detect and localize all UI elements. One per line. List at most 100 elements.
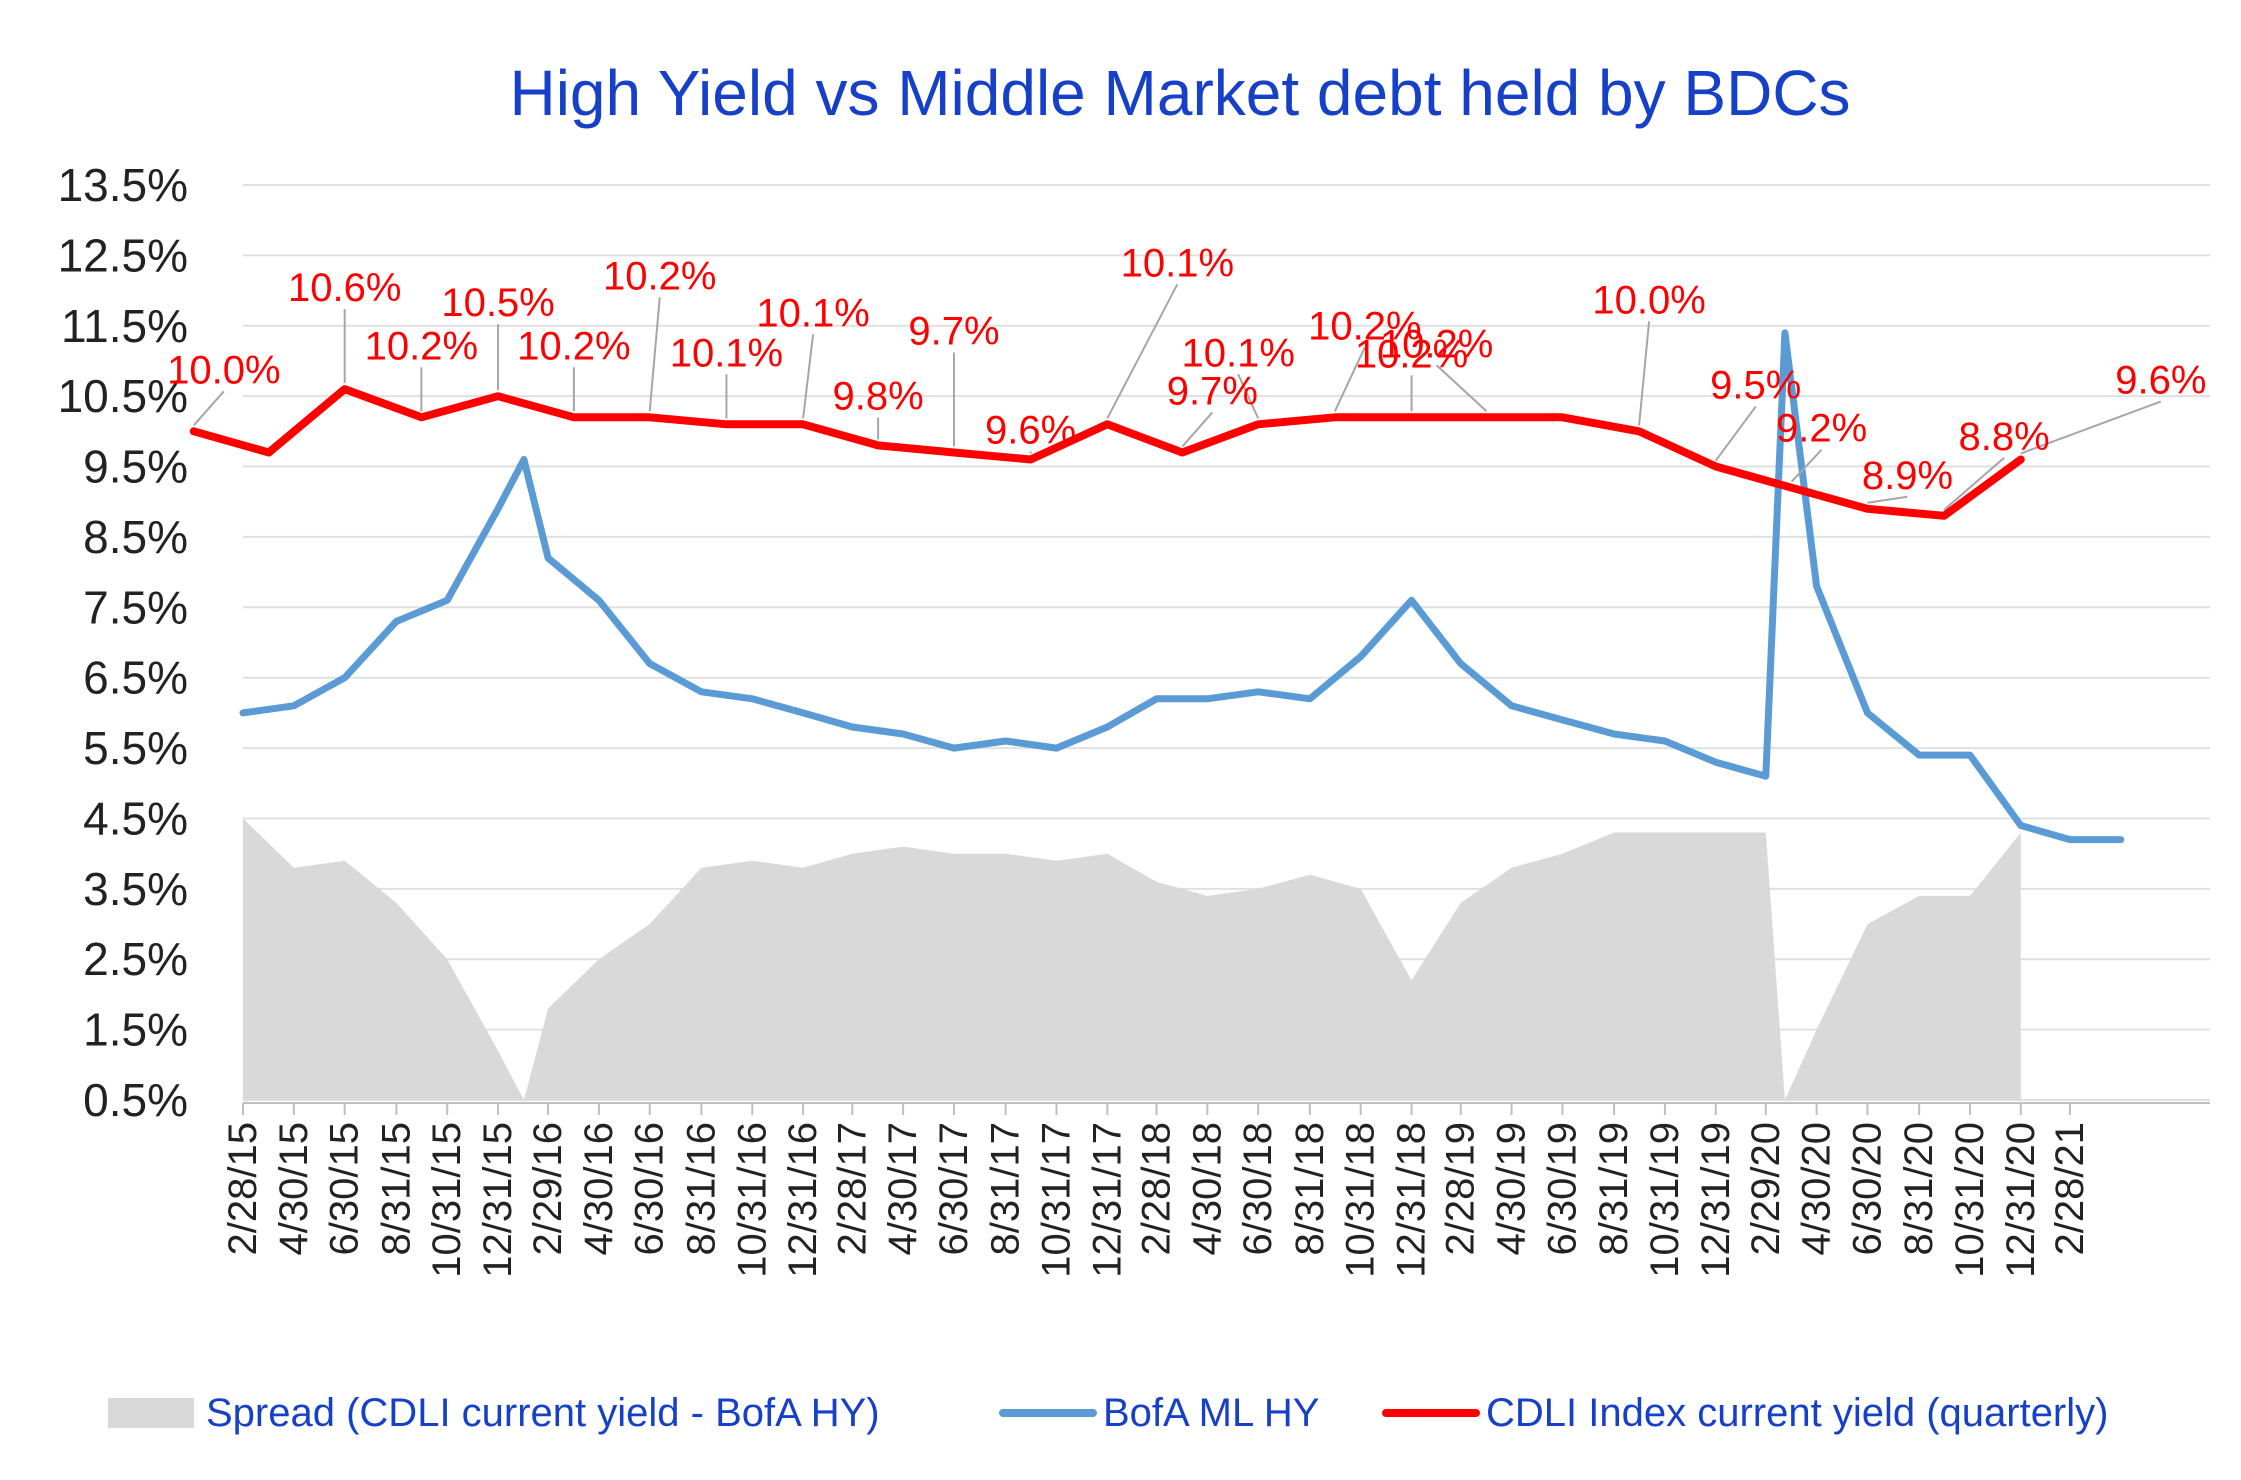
data-label: 9.8% (833, 374, 924, 418)
label-leader (193, 390, 225, 427)
y-tick-label: 4.5% (83, 792, 188, 844)
x-tick-label: 8/31/20 (1897, 1122, 1941, 1255)
label-leader (1237, 373, 1260, 419)
x-tick-label: 10/31/17 (1034, 1122, 1078, 1278)
data-label: 10.2% (365, 324, 478, 368)
data-label: 9.7% (1167, 369, 1258, 413)
x-tick-label: 2/28/15 (221, 1122, 265, 1255)
label-leader (1181, 411, 1214, 448)
x-tick-label: 6/30/16 (628, 1122, 672, 1255)
x-tick-label: 2/28/21 (2048, 1122, 2092, 1255)
data-label: 10.2% (1355, 332, 1468, 376)
x-axis: 2/28/15 4/30/15 6/30/15 8/31/15 10/31/15 12/3… (221, 1102, 2210, 1278)
x-tick-label: 12/31/17 (1085, 1122, 1129, 1278)
x-tick-label: 4/30/16 (577, 1122, 621, 1255)
cdli-line (189, 385, 2025, 520)
label-leader (1333, 346, 1366, 412)
y-tick-label: 12.5% (58, 229, 188, 281)
legend-swatch-spread (108, 1398, 194, 1428)
x-tick-label: 4/30/20 (1795, 1122, 1839, 1255)
x-tick-label: 4/30/15 (272, 1122, 316, 1255)
x-tick-label: 6/30/20 (1845, 1122, 1889, 1255)
legend-label-spread: Spread (CDLI current yield - BofA HY) (206, 1391, 880, 1435)
label-leaders (193, 283, 2162, 511)
x-tick-label: 12/31/18 (1390, 1122, 1434, 1278)
data-label: 10.6% (288, 266, 401, 310)
data-label: 8.8% (1959, 415, 2050, 459)
spread-area-fill (243, 818, 2021, 1100)
legend-label-hy: BofA ML HY (1103, 1391, 1319, 1435)
y-tick-label: 5.5% (83, 722, 188, 774)
data-label: 10.1% (670, 331, 783, 375)
y-tick-label: 0.5% (83, 1074, 188, 1126)
y-tick-label: 9.5% (83, 441, 188, 493)
x-tick-label: 12/31/19 (1694, 1122, 1738, 1278)
data-label: 9.5% (1710, 364, 1801, 408)
x-tick-label: 8/31/15 (374, 1122, 418, 1255)
data-label: 10.0% (167, 348, 280, 392)
x-tick-label: 10/31/19 (1643, 1122, 1687, 1278)
x-tick-label: 4/30/19 (1490, 1122, 1534, 1255)
y-tick-label: 11.5% (61, 300, 188, 352)
y-tick-label: 6.5% (83, 652, 188, 704)
y-tick-label: 8.5% (83, 511, 188, 563)
x-tick-label: 6/30/15 (323, 1122, 367, 1255)
hy-line-path (239, 329, 2125, 844)
data-label: 10.1% (1181, 331, 1294, 375)
x-tick-label: 4/30/18 (1185, 1122, 1229, 1255)
x-tick-label: 2/28/18 (1135, 1122, 1179, 1255)
label-leader (1714, 405, 1757, 462)
y-tick-label: 13.5% (58, 159, 188, 211)
x-tick-label: 12/31/15 (476, 1122, 520, 1278)
data-label: 10.0% (1592, 278, 1705, 322)
y-tick-label: 10.5% (58, 370, 188, 422)
label-leader (1106, 283, 1179, 419)
x-tick-label: 2/28/17 (830, 1122, 874, 1255)
spread-area (243, 818, 2021, 1100)
data-label: 9.2% (1776, 407, 1867, 451)
x-tick-label: 2/28/19 (1439, 1122, 1483, 1255)
data-label: 9.7% (908, 309, 999, 353)
x-tick-label: 8/31/16 (679, 1122, 723, 1255)
data-label: 10.2% (1380, 322, 1493, 366)
legend-label-cdli: CDLI Index current yield (quarterly) (1486, 1391, 2108, 1435)
x-tick-label: 8/31/17 (984, 1122, 1028, 1255)
label-leader (1790, 448, 1823, 483)
x-tick-label: 10/31/16 (730, 1122, 774, 1278)
data-label: 10.2% (603, 254, 716, 298)
x-tick-label: 12/31/20 (1999, 1122, 2043, 1278)
label-leader (1435, 364, 1488, 413)
x-tick-label: 2/29/20 (1744, 1122, 1788, 1255)
label-leader (1638, 321, 1651, 426)
data-label: 10.2% (517, 324, 630, 368)
y-tick-label: 7.5% (83, 581, 188, 633)
x-tick-label: 6/30/18 (1236, 1122, 1280, 1255)
data-label: 9.6% (2115, 359, 2206, 403)
x-tick-label: 10/31/20 (1948, 1122, 1992, 1278)
label-leader (1943, 457, 2005, 511)
legend: Spread (CDLI current yield - BofA HY) Bof… (108, 1391, 2108, 1435)
label-leader (648, 297, 661, 412)
data-label: 9.6% (985, 409, 1076, 453)
y-tick-label: 3.5% (83, 863, 188, 915)
data-label: 8.9% (1862, 454, 1953, 498)
label-leader (1867, 495, 1908, 504)
data-labels: 10.0%10.6%10.2%10.5%10.2%10.2%10.1%10.1%… (167, 241, 2206, 497)
y-axis-labels: 13.5% 12.5% 11.5% 10.5% 9.5% 8.5% 7.5% 6.5% 5.5%… (58, 159, 188, 1126)
x-tick-label: 8/31/19 (1592, 1122, 1636, 1255)
label-leader (802, 334, 815, 419)
x-tick-label: 4/30/17 (881, 1122, 925, 1255)
x-tick-label: 12/31/16 (781, 1122, 825, 1278)
x-tick-label: 10/31/15 (425, 1122, 469, 1278)
x-tick-label: 2/29/16 (526, 1122, 570, 1255)
y-tick-label: 2.5% (83, 933, 188, 985)
x-tick-label: 6/30/19 (1540, 1122, 1584, 1255)
data-label: 10.1% (756, 291, 869, 335)
data-label: 10.1% (1121, 241, 1234, 285)
x-tick-label: 8/31/18 (1288, 1122, 1332, 1255)
chart-title: High Yield vs Middle Market debt held by… (509, 57, 1850, 129)
x-tick-label: 6/30/17 (932, 1122, 976, 1255)
data-label: 10.5% (441, 281, 554, 325)
hy-line (239, 329, 2125, 844)
